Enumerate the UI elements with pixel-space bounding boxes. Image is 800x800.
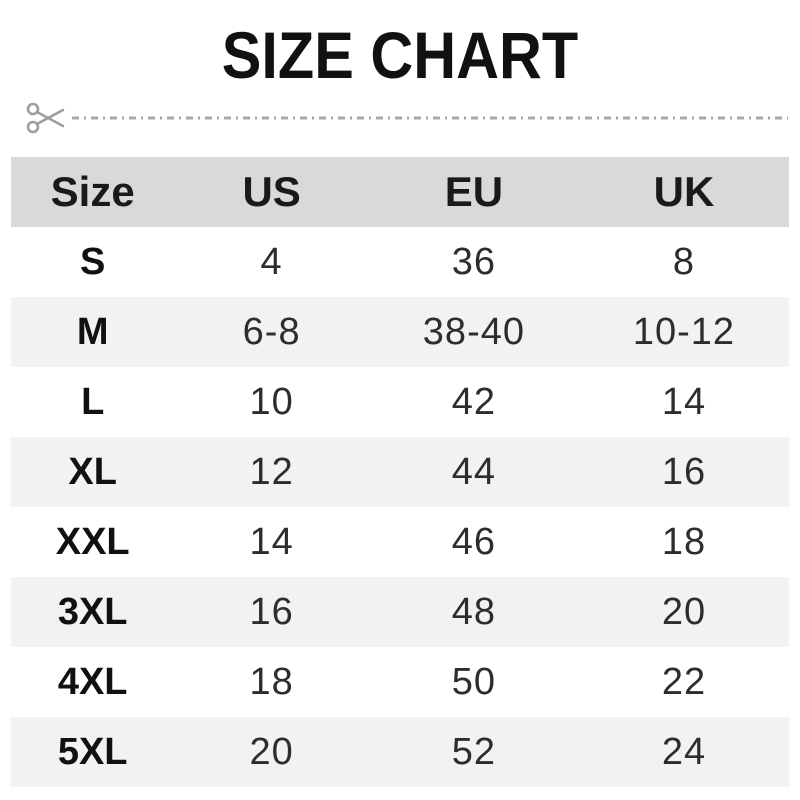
table-row: 5XL 20 52 24 — [11, 717, 789, 787]
value-cell: 52 — [451, 730, 497, 773]
dash-dot-line — [72, 99, 788, 137]
header-cell-uk: UK — [653, 168, 715, 215]
value-cell: 14 — [661, 380, 707, 423]
table-row: XL 12 44 16 — [11, 437, 789, 507]
table-row: 4XL 18 50 22 — [11, 647, 789, 717]
value-cell: 8 — [672, 240, 696, 283]
value-cell: 16 — [249, 590, 294, 633]
value-cell: 38-40 — [422, 310, 525, 353]
value-cell: 6-8 — [242, 310, 301, 353]
header-cell-eu: EU — [444, 168, 504, 215]
value-cell: 20 — [249, 730, 294, 773]
table-row: 3XL 16 48 20 — [11, 577, 789, 647]
value-cell: 46 — [451, 520, 497, 563]
value-cell: 42 — [451, 380, 497, 423]
value-cell: 10 — [249, 380, 294, 423]
size-cell: 4XL — [57, 660, 128, 703]
size-cell: S — [80, 240, 106, 283]
size-cell: 5XL — [57, 730, 128, 773]
table-row: XXL 14 46 18 — [11, 507, 789, 577]
size-cell: 3XL — [57, 590, 128, 633]
value-cell: 24 — [661, 730, 707, 773]
size-cell: L — [81, 380, 105, 423]
size-cell: XXL — [55, 520, 130, 563]
cut-line — [26, 99, 788, 137]
header-cell-size: Size — [50, 168, 135, 215]
value-cell: 44 — [451, 450, 497, 493]
table-row: S 4 36 8 — [11, 227, 789, 297]
size-cell: M — [76, 310, 109, 353]
value-cell: 36 — [451, 240, 497, 283]
value-cell: 14 — [249, 520, 294, 563]
table-header-row: Size US EU UK — [11, 157, 789, 227]
value-cell: 48 — [451, 590, 497, 633]
table-row: L 10 42 14 — [11, 367, 789, 437]
header-cell-us: US — [242, 168, 301, 215]
size-table: Size US EU UK S 4 36 8 M 6-8 38-40 10-12… — [11, 157, 789, 787]
value-cell: 18 — [249, 660, 294, 703]
value-cell: 10-12 — [632, 310, 736, 353]
value-cell: 4 — [260, 240, 283, 283]
value-cell: 50 — [451, 660, 497, 703]
table-row: M 6-8 38-40 10-12 — [11, 297, 789, 367]
value-cell: 20 — [661, 590, 707, 633]
value-cell: 16 — [661, 450, 707, 493]
page-title: SIZE CHART — [221, 18, 579, 92]
size-cell: XL — [68, 450, 117, 493]
value-cell: 22 — [661, 660, 707, 703]
scissors-icon — [26, 100, 66, 136]
value-cell: 18 — [661, 520, 707, 563]
value-cell: 12 — [249, 450, 294, 493]
